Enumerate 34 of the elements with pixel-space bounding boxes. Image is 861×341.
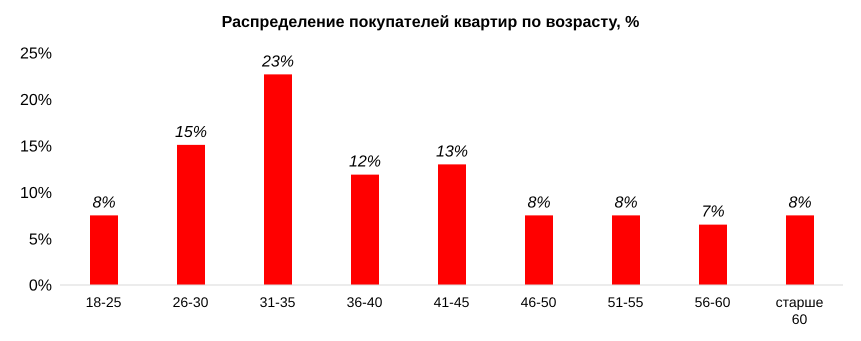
bar <box>438 164 466 285</box>
x-tick-label: старше 60 <box>776 294 824 327</box>
data-label: 8% <box>92 194 116 212</box>
data-label: 13% <box>436 143 468 160</box>
data-label: 7% <box>701 204 725 221</box>
x-tick-label: 41-45 <box>434 294 470 310</box>
bar <box>351 174 379 285</box>
bar <box>177 144 205 285</box>
data-label: 8% <box>614 194 638 212</box>
y-tick-label: 10% <box>20 184 52 202</box>
x-tick-label: 26-30 <box>172 294 209 310</box>
data-label: 12% <box>348 154 382 171</box>
x-tick-label: 46-50 <box>520 294 557 310</box>
data-label: 8% <box>527 194 551 212</box>
y-tick-label: 25% <box>20 46 52 63</box>
bar <box>699 224 727 285</box>
x-tick-label: 51-55 <box>608 294 644 310</box>
x-tick-label: 56-60 <box>694 294 731 310</box>
bar <box>264 74 292 285</box>
y-tick-label: 20% <box>20 92 52 110</box>
bar <box>786 215 814 285</box>
y-tick-label: 0% <box>28 278 52 295</box>
bar <box>90 215 118 285</box>
data-label: 15% <box>174 124 208 141</box>
x-tick-label: 18-25 <box>86 294 122 310</box>
x-tick-label: 31-35 <box>260 294 296 310</box>
bar <box>612 215 640 285</box>
chart-title: Распределение покупателей квартир по возрасту, % <box>220 13 640 33</box>
data-label: 8% <box>788 194 812 212</box>
x-tick-label: 36-40 <box>346 294 383 310</box>
bar <box>525 215 553 285</box>
data-label: 23% <box>260 53 294 70</box>
y-tick-label: 5% <box>28 231 52 248</box>
y-tick-label: 15% <box>20 138 52 156</box>
